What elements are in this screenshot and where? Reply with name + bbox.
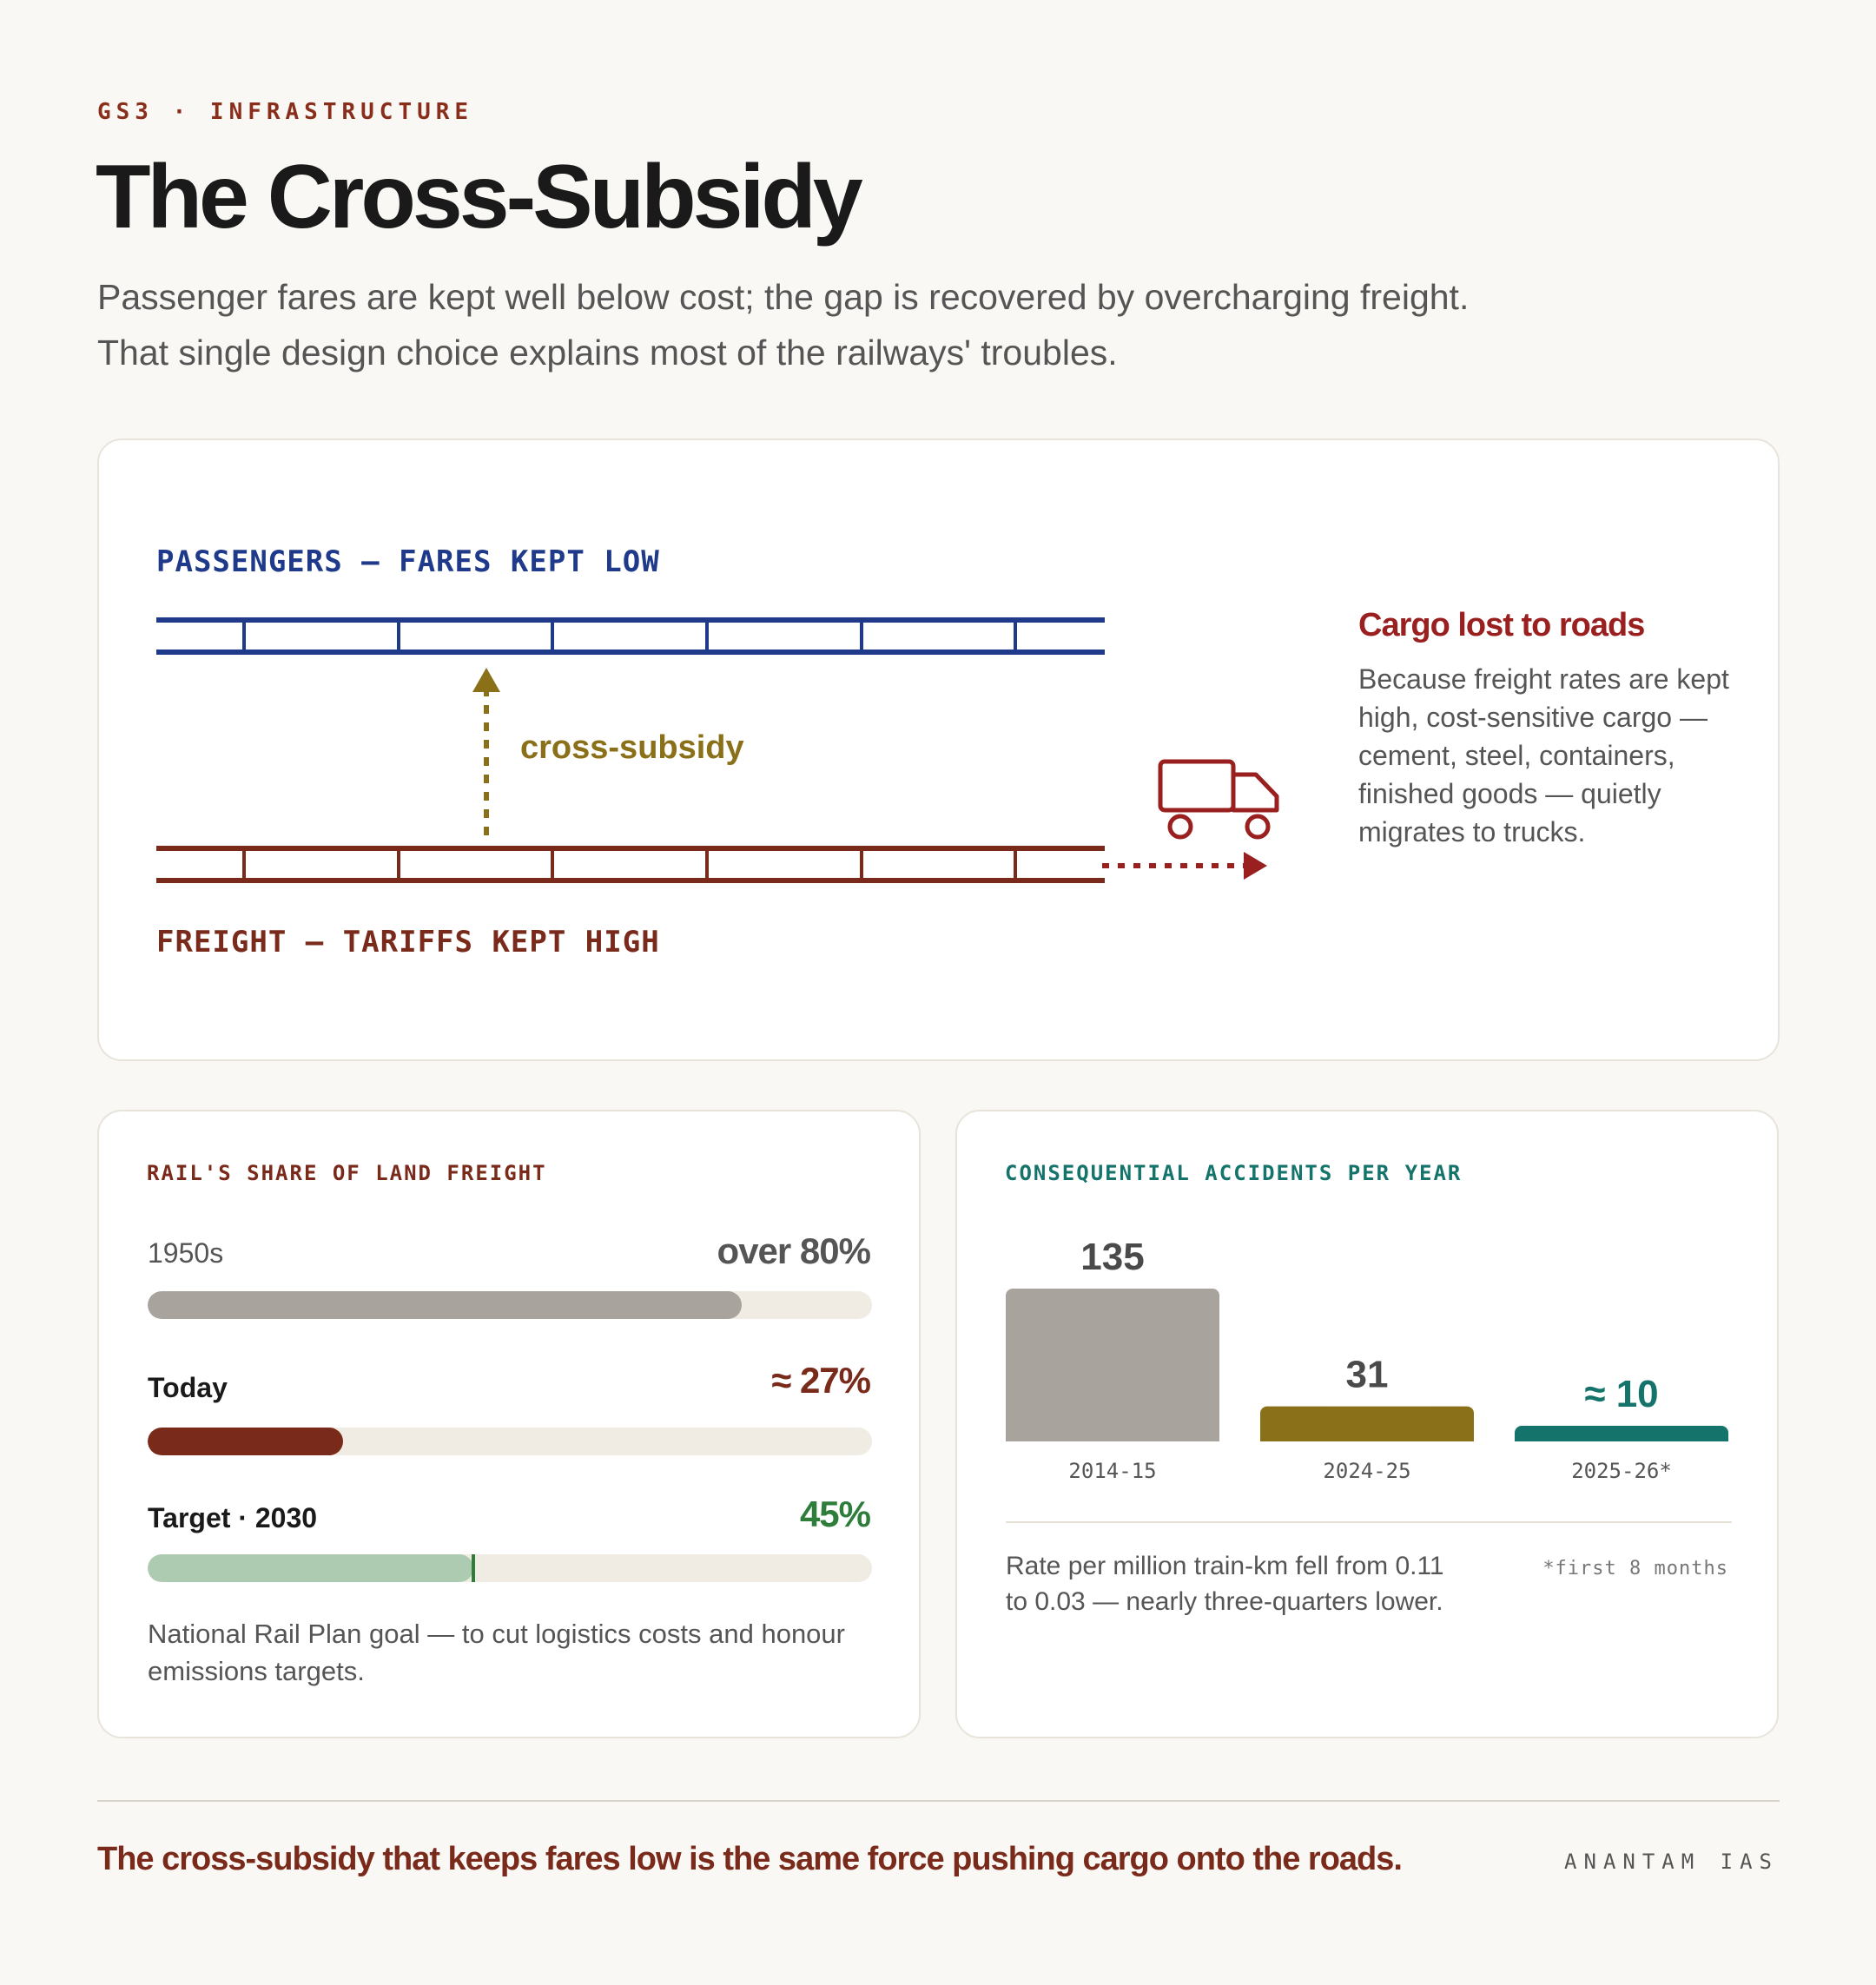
- footer-tagline: The cross-subsidy that keeps fares low i…: [97, 1841, 1403, 1877]
- freight-share-card: RAIL'S SHARE OF LAND FREIGHT 1950s over …: [97, 1110, 921, 1738]
- accidents-footnote: *first 8 months: [1542, 1558, 1728, 1579]
- accident-value-label-201415: 135: [1080, 1236, 1144, 1278]
- cross-subsidy-diagram-card: PASSENGERS — FARES KEPT LOW FREIGHT — TA…: [97, 439, 1780, 1061]
- accident-value-label-202526: ≈ 10: [1584, 1373, 1658, 1415]
- freight-label: FREIGHT — TARIFFS KEPT HIGH: [156, 925, 660, 960]
- row-value-target: 45%: [799, 1494, 871, 1534]
- bar-fill-target: [148, 1554, 474, 1582]
- accidents-heading: CONSEQUENTIAL ACCIDENTS PER YEAR: [1005, 1161, 1463, 1185]
- cargo-text: Because freight rates are kept high, cos…: [1358, 663, 1729, 847]
- accident-category-label-202425: 2024-25: [1323, 1459, 1410, 1483]
- freight-track: [156, 846, 1105, 883]
- cross-subsidy-diagram: [156, 617, 1279, 883]
- accidents-divider: [1006, 1521, 1732, 1523]
- cross-subsidy-label: cross-subsidy: [520, 729, 744, 766]
- accident-bar-base-202526: [1513, 1441, 1730, 1452]
- accident-category-label-202526: 2025-26*: [1571, 1459, 1672, 1483]
- row-value-1950s: over 80%: [717, 1230, 871, 1271]
- accident-category-label-201415: 2014-15: [1068, 1459, 1156, 1483]
- target-marker: [472, 1554, 476, 1582]
- footer-divider: [97, 1800, 1780, 1802]
- accident-bar-202425: [1260, 1406, 1474, 1448]
- accident-bar-base-202425: [1258, 1441, 1476, 1452]
- brand-name: ANANTAM IAS: [1564, 1850, 1779, 1874]
- bar-track-today: [148, 1428, 872, 1455]
- subtitle-line-2: That single design choice explains most …: [97, 333, 1118, 373]
- freight-share-note: National Rail Plan goal — to cut logisti…: [148, 1619, 845, 1686]
- row-label-1950s: 1950s: [148, 1237, 224, 1269]
- subtitle-line-1: Passenger fares are kept well below cost…: [97, 277, 1470, 317]
- row-label-target: Target · 2030: [148, 1502, 318, 1533]
- accidents-note: Rate per million train-km fell from 0.11…: [1006, 1552, 1444, 1616]
- eyebrow: GS3 · INFRASTRUCTURE: [97, 99, 474, 125]
- accident-value-label-202425: 31: [1346, 1354, 1389, 1396]
- cargo-migration-arrow: [1102, 852, 1267, 880]
- accidents-card: CONSEQUENTIAL ACCIDENTS PER YEAR 135 2014…: [955, 1110, 1779, 1738]
- page-subtitle: Passenger fares are kept well below cost…: [97, 269, 1747, 380]
- accident-bar-201415: [1006, 1289, 1219, 1448]
- bar-track-1950s: [148, 1291, 872, 1319]
- page-title: The Cross-Subsidy: [96, 147, 863, 247]
- passengers-label: PASSENGERS — FARES KEPT LOW: [156, 544, 660, 579]
- accident-bar-base-201415: [1004, 1441, 1221, 1452]
- cross-subsidy-arrow: [472, 668, 500, 835]
- passenger-track: [156, 617, 1105, 655]
- freight-share-heading: RAIL'S SHARE OF LAND FREIGHT: [147, 1161, 547, 1185]
- row-label-today: Today: [148, 1372, 228, 1403]
- bar-fill-1950s: [148, 1291, 742, 1319]
- bar-fill-today: [148, 1428, 344, 1455]
- bar-track-target: [148, 1554, 872, 1582]
- cargo-title: Cargo lost to roads: [1358, 607, 1645, 643]
- accidents-bar-chart: 135 2014-15 31 2024-25 ≈ 10 2025-26*: [1004, 1236, 1730, 1483]
- row-value-today: ≈ 27%: [771, 1360, 871, 1401]
- truck-icon: [1158, 759, 1279, 840]
